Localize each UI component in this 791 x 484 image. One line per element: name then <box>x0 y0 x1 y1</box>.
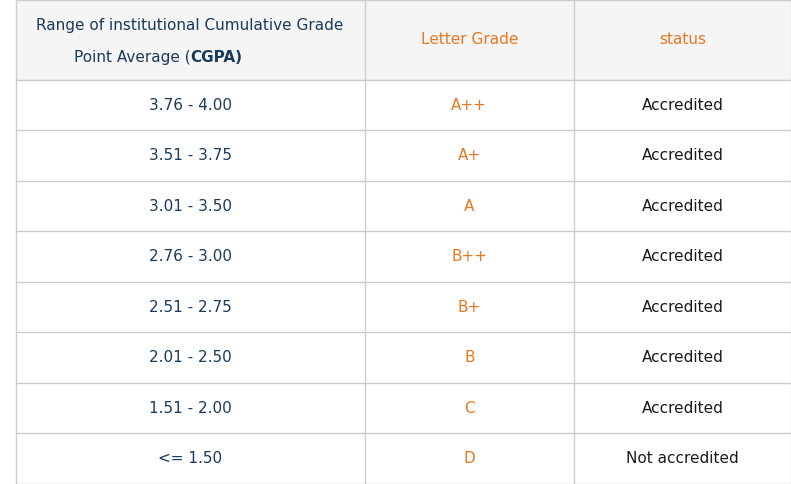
Bar <box>16 231 791 282</box>
Text: CGPA): CGPA) <box>190 50 242 65</box>
Text: Accredited: Accredited <box>642 198 724 213</box>
Text: Accredited: Accredited <box>642 300 724 315</box>
Text: Not accredited: Not accredited <box>626 451 739 466</box>
Bar <box>16 434 791 484</box>
Text: Letter Grade: Letter Grade <box>421 32 518 47</box>
Text: Accredited: Accredited <box>642 249 724 264</box>
Text: B+: B+ <box>458 300 481 315</box>
Text: B: B <box>464 350 475 365</box>
Bar <box>16 0 791 80</box>
Text: Accredited: Accredited <box>642 401 724 416</box>
Text: Accredited: Accredited <box>642 350 724 365</box>
Text: D: D <box>464 451 475 466</box>
Text: Point Average (: Point Average ( <box>74 50 190 65</box>
Text: Accredited: Accredited <box>642 98 724 113</box>
Text: Range of institutional Cumulative Grade: Range of institutional Cumulative Grade <box>36 18 344 33</box>
Text: Accredited: Accredited <box>642 148 724 163</box>
Bar <box>16 333 791 383</box>
Text: A++: A++ <box>452 98 487 113</box>
Text: status: status <box>659 32 706 47</box>
Bar <box>16 130 791 181</box>
Text: B++: B++ <box>452 249 487 264</box>
Bar <box>16 80 791 130</box>
Text: 3.76 - 4.00: 3.76 - 4.00 <box>149 98 232 113</box>
Text: 3.01 - 3.50: 3.01 - 3.50 <box>149 198 232 213</box>
Text: 2.51 - 2.75: 2.51 - 2.75 <box>149 300 232 315</box>
Bar <box>16 383 791 434</box>
Text: 2.76 - 3.00: 2.76 - 3.00 <box>149 249 232 264</box>
Text: A: A <box>464 198 475 213</box>
Text: A+: A+ <box>458 148 481 163</box>
Text: 3.51 - 3.75: 3.51 - 3.75 <box>149 148 232 163</box>
Text: 2.01 - 2.50: 2.01 - 2.50 <box>149 350 232 365</box>
Text: C: C <box>464 401 475 416</box>
Bar <box>16 282 791 333</box>
Text: <= 1.50: <= 1.50 <box>158 451 222 466</box>
Text: 1.51 - 2.00: 1.51 - 2.00 <box>149 401 232 416</box>
Bar <box>16 181 791 231</box>
